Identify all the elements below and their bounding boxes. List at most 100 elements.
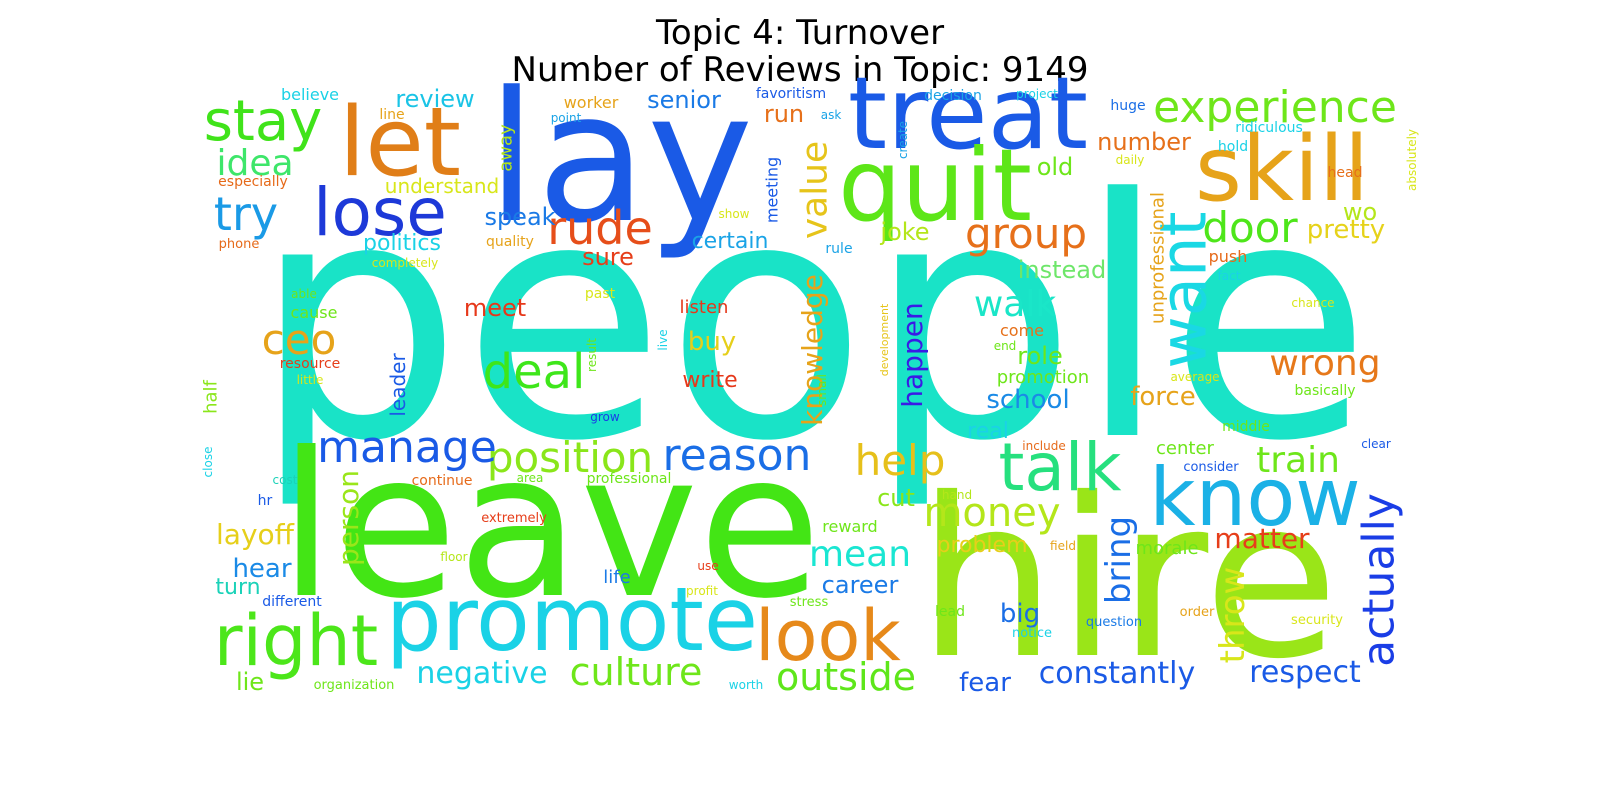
word-line: line <box>379 107 404 123</box>
word-point: point <box>551 111 582 125</box>
word-happen: happen <box>896 302 929 407</box>
word-manage: manage <box>317 422 497 473</box>
word-train: train <box>1256 440 1340 481</box>
word-meet: meet <box>464 294 526 322</box>
word-mean: mean <box>809 534 911 575</box>
word-big: big <box>1000 599 1040 629</box>
word-past: past <box>585 286 616 302</box>
word-leader: leader <box>386 353 410 417</box>
word-rule: rule <box>825 241 852 257</box>
word-life: life <box>603 567 630 588</box>
word-away: away <box>495 124 516 172</box>
word-stay: stay <box>204 89 323 154</box>
word-hold: hold <box>1218 139 1248 155</box>
word-basically: basically <box>1295 383 1356 399</box>
word-absolutely: absolutely <box>1405 129 1419 191</box>
word-result: result <box>585 338 599 372</box>
word-reason: reason <box>663 430 812 481</box>
word-create: create <box>896 121 910 159</box>
subtitle: Number of Reviews in Topic: 9149 <box>511 50 1089 90</box>
word-little: little <box>297 373 324 387</box>
word-huge: huge <box>1110 98 1145 114</box>
word-promotion: promotion <box>997 367 1089 388</box>
word-decision: decision <box>924 88 982 104</box>
word-review: review <box>395 85 474 113</box>
word-morale: morale <box>1135 538 1198 559</box>
word-skill: skill <box>1195 117 1369 222</box>
word-lose: lose <box>313 174 447 251</box>
word-leave: leave <box>279 410 822 643</box>
word-constantly: constantly <box>1039 656 1196 691</box>
word-culture: culture <box>570 650 703 694</box>
word-small: small <box>815 374 829 406</box>
word-pretty: pretty <box>1307 215 1385 245</box>
word-quit: quit <box>838 127 1032 244</box>
word-turn: turn <box>215 575 260 600</box>
word-development: development <box>878 303 891 376</box>
word-head: head <box>1328 165 1363 181</box>
word-door: door <box>1202 203 1298 252</box>
word-quality: quality <box>486 234 534 250</box>
word-professional: professional <box>587 471 672 487</box>
word-buy: buy <box>688 327 736 357</box>
word-promote: promote <box>386 568 758 671</box>
word-problem: problem <box>936 533 1027 558</box>
word-favoritism: favoritism <box>756 86 826 102</box>
word-unprofessional: unprofessional <box>1147 192 1168 324</box>
word-lay: lay <box>487 54 754 263</box>
word-joke: joke <box>879 218 929 246</box>
word-certain: certain <box>692 229 769 254</box>
word-force: force <box>1130 382 1195 412</box>
word-center: center <box>1156 438 1215 459</box>
word-real: real <box>967 419 1009 444</box>
word-layoff: layoff <box>216 518 295 551</box>
word-lie: lie <box>236 668 264 696</box>
word-fear: fear <box>959 668 1011 698</box>
word-hand: hand <box>942 488 972 502</box>
word-completely: completely <box>372 256 439 270</box>
word-experience: experience <box>1153 82 1397 133</box>
word-outside: outside <box>776 655 916 699</box>
word-reward: reward <box>822 517 877 536</box>
word-security: security <box>1291 613 1343 628</box>
word-use: use <box>697 559 718 573</box>
word-worth: worth <box>729 678 763 692</box>
word-negative: negative <box>416 656 547 691</box>
word-cut: cut <box>877 484 915 512</box>
word-floor: floor <box>440 550 467 564</box>
word-able: able <box>291 287 317 301</box>
word-group: group <box>965 209 1087 258</box>
word-meeting: meeting <box>763 157 782 223</box>
word-try: try <box>214 187 278 241</box>
word-respect: respect <box>1249 655 1361 690</box>
word-average: average <box>1170 370 1219 384</box>
word-stress: stress <box>790 595 829 610</box>
word-bring: bring <box>1099 516 1139 604</box>
word-value: value <box>795 141 836 239</box>
word-cost: cost <box>273 473 298 487</box>
word-phone: phone <box>219 237 260 252</box>
word-know: know <box>1149 451 1360 544</box>
word-close: close <box>201 447 215 478</box>
word-treat: treat <box>848 55 1088 172</box>
word-fact: fact <box>1218 269 1241 283</box>
word-show: show <box>718 207 749 221</box>
word-question: question <box>1086 615 1142 630</box>
word-clear: clear <box>1361 437 1391 451</box>
word-old: old <box>1037 153 1074 181</box>
word-hear: hear <box>232 554 291 584</box>
word-area: area <box>517 471 544 485</box>
word-throw: throw <box>1213 567 1253 664</box>
word-person: person <box>332 470 365 566</box>
word-organization: organization <box>314 678 395 693</box>
word-wrong: wrong <box>1269 343 1380 384</box>
word-right: right <box>214 600 378 682</box>
word-understand: understand <box>385 174 499 198</box>
word-include: include <box>1022 439 1065 453</box>
word-actually: actually <box>1353 493 1404 667</box>
word-grow: grow <box>590 410 620 424</box>
word-school: school <box>986 385 1069 415</box>
word-ask: ask <box>821 108 842 122</box>
word-idea: idea <box>216 143 293 184</box>
